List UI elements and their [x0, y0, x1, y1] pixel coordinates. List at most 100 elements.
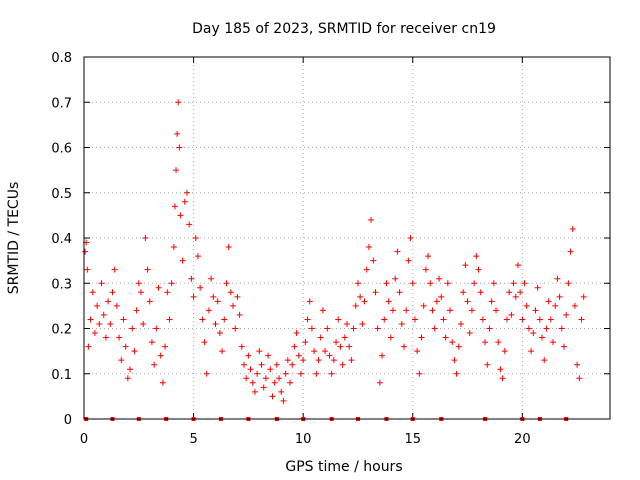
- data-point: [552, 302, 559, 309]
- y-tick-label: 0.5: [51, 187, 72, 202]
- data-point: [120, 316, 127, 323]
- data-point: [155, 284, 162, 291]
- data-point: [495, 339, 502, 346]
- plot-frame: [83, 56, 611, 420]
- x-tick-label: 20: [514, 432, 531, 447]
- data-point: [534, 284, 541, 291]
- data-point: [124, 375, 131, 382]
- data-point: [344, 320, 350, 327]
- data-point: [466, 330, 473, 337]
- data-point: [565, 280, 572, 287]
- x-tick-label: 10: [295, 432, 312, 447]
- data-point: [199, 316, 206, 323]
- data-point: [365, 244, 372, 251]
- data-point: [131, 348, 138, 355]
- data-point: [89, 289, 96, 296]
- data-point: [258, 361, 265, 368]
- data-point: [550, 339, 557, 346]
- data-point: [105, 298, 112, 305]
- data-point: [576, 375, 583, 382]
- data-point: [113, 302, 120, 309]
- data-point: [376, 379, 383, 386]
- data-point: [232, 325, 239, 332]
- data-point: [245, 352, 252, 359]
- data-point: [335, 316, 342, 323]
- data-point: [578, 316, 585, 323]
- data-point: [227, 289, 234, 296]
- data-point: [85, 343, 92, 350]
- data-point: [556, 293, 563, 300]
- data-point: [94, 302, 101, 309]
- data-point: [102, 334, 109, 341]
- data-point: [284, 357, 291, 364]
- data-point: [411, 316, 418, 323]
- data-point: [111, 266, 118, 273]
- data-point: [464, 298, 471, 305]
- data-point: [420, 302, 427, 309]
- data-point: [324, 325, 331, 332]
- data-point: [186, 221, 193, 228]
- data-point: [254, 370, 261, 377]
- data-point: [247, 366, 254, 373]
- data-point: [409, 280, 416, 287]
- data-point: [262, 375, 269, 382]
- data-point: [447, 307, 454, 314]
- data-point: [168, 280, 175, 287]
- data-point: [539, 334, 546, 341]
- data-point: [488, 298, 495, 305]
- data-point: [418, 334, 425, 341]
- data-point: [493, 307, 500, 314]
- data-point: [468, 307, 475, 314]
- data-point: [453, 370, 460, 377]
- data-point: [289, 361, 296, 368]
- data-point: [304, 316, 311, 323]
- data-point: [403, 307, 410, 314]
- data-point: [162, 343, 169, 350]
- data-point: [306, 298, 313, 305]
- data-point: [508, 311, 515, 318]
- data-point: [479, 316, 486, 323]
- data-point: [560, 343, 567, 350]
- data-point: [208, 275, 215, 282]
- data-point: [107, 320, 114, 327]
- data-point: [532, 307, 539, 314]
- data-point: [313, 370, 320, 377]
- data-point: [352, 302, 359, 309]
- data-point: [374, 325, 381, 332]
- data-point: [363, 266, 370, 273]
- data-point: [341, 334, 348, 341]
- data-point: [543, 325, 550, 332]
- data-point: [580, 293, 587, 300]
- data-point: [460, 289, 467, 296]
- data-point: [567, 248, 574, 255]
- data-point: [159, 379, 166, 386]
- data-point: [563, 311, 570, 318]
- data-point: [431, 325, 438, 332]
- data-point: [311, 348, 318, 355]
- data-point: [390, 307, 397, 314]
- data-point: [84, 266, 91, 273]
- x-axis-label: GPS time / hours: [285, 459, 402, 475]
- data-point: [422, 266, 429, 273]
- data-point: [547, 316, 554, 323]
- data-point: [219, 348, 226, 355]
- data-point: [146, 298, 153, 305]
- data-point: [372, 289, 379, 296]
- data-point: [392, 275, 399, 282]
- data-point: [205, 307, 212, 314]
- data-point: [192, 235, 199, 241]
- data-point: [574, 361, 581, 368]
- chart-title: Day 185 of 2023, SRMTID for receiver cn1…: [192, 21, 496, 37]
- x-tick-label: 5: [189, 432, 197, 447]
- data-point: [525, 325, 532, 332]
- data-point: [381, 316, 388, 323]
- data-point: [135, 280, 142, 287]
- y-tick-label: 0.4: [51, 232, 72, 247]
- data-point: [164, 289, 171, 296]
- data-point: [197, 284, 204, 291]
- data-point: [265, 352, 272, 359]
- data-point: [148, 339, 155, 346]
- data-point: [387, 334, 394, 341]
- data-point: [444, 280, 451, 287]
- y-tick-label: 0.2: [51, 323, 72, 338]
